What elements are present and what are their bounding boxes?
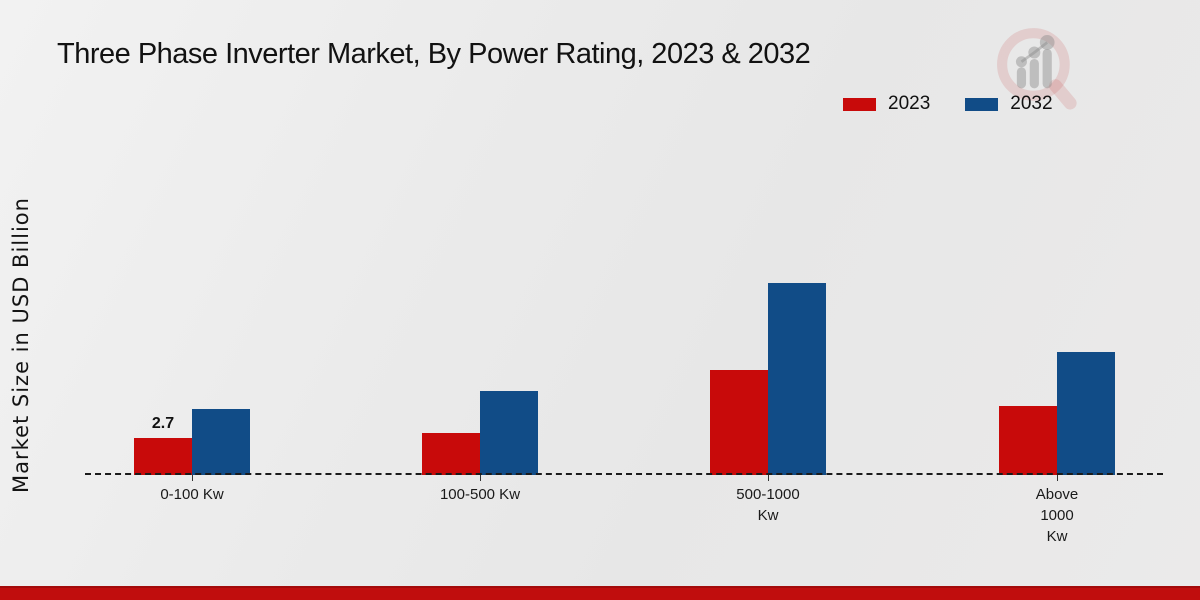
x-axis-category-label: 0-100 Kw <box>160 486 224 503</box>
x-axis-tick <box>1057 475 1058 481</box>
legend-item-2032: 2032 <box>965 93 1053 115</box>
footer-accent-band <box>0 586 1200 600</box>
legend-item-2023: 2023 <box>843 93 930 115</box>
bar-2023-group2 <box>422 433 480 475</box>
market-research-future-logo <box>997 28 1077 110</box>
x-axis-category-label: 500-1000 Kw <box>736 486 800 524</box>
logo-trend-bars <box>1015 35 1055 89</box>
legend-swatch-2032 <box>965 97 999 111</box>
logo-magnifier-ring <box>997 28 1070 101</box>
bar-2032-group1 <box>192 409 250 475</box>
x-axis-category-label: 100-500 Kw <box>439 486 521 503</box>
legend-label-2032: 2032 <box>1010 93 1053 114</box>
bar-2023-group1 <box>134 438 192 475</box>
bar-2032-group4 <box>1057 352 1115 475</box>
bar-value-label: 2.7 <box>151 415 175 432</box>
x-axis-category-label: Above 1000 Kw <box>1035 486 1079 545</box>
x-axis-tick <box>768 475 769 481</box>
bar-2032-group3 <box>768 283 826 475</box>
x-axis-tick <box>192 475 193 481</box>
bar-2023-group4 <box>999 406 1057 475</box>
x-axis-baseline <box>85 473 1163 475</box>
bar-2032-group2 <box>480 391 538 475</box>
logo-magnifier-handle <box>1049 79 1077 110</box>
chart-title: Three Phase Inverter Market, By Power Ra… <box>57 38 811 70</box>
legend-label-2023: 2023 <box>888 93 931 114</box>
logo-trend-line <box>1020 41 1049 63</box>
legend-swatch-2023 <box>843 97 876 111</box>
y-axis-label: Market Size in USD Billion <box>9 197 33 493</box>
bar-2023-group3 <box>710 370 768 475</box>
x-axis-tick <box>480 475 481 481</box>
legend: 2023 2032 <box>843 93 1053 115</box>
